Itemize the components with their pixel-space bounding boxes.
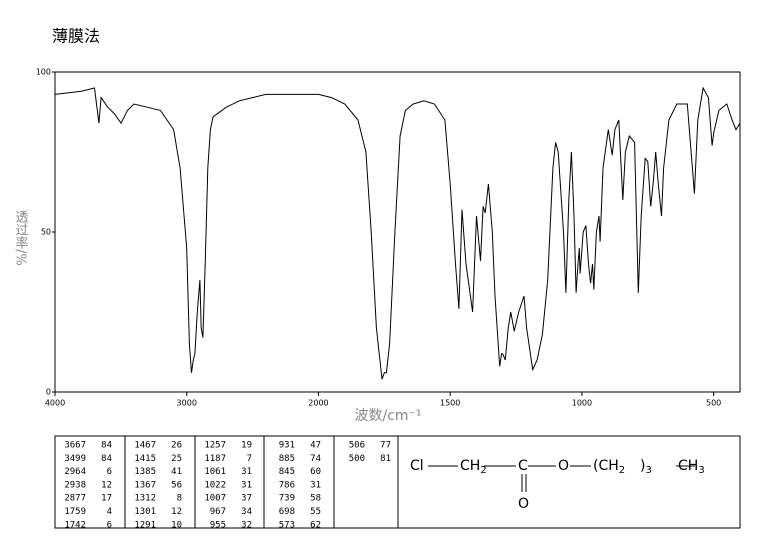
structure-group: CH3 xyxy=(678,458,705,476)
x-tick-label: 1000 xyxy=(572,399,592,408)
x-tick-label: 3000 xyxy=(177,399,197,408)
peak-transmittance: 74 xyxy=(310,454,321,464)
group-subscript: 3 xyxy=(698,465,704,476)
x-tick-label: 500 xyxy=(706,399,721,408)
peak-wavenumber: 1467 xyxy=(134,441,156,451)
peak-transmittance: 55 xyxy=(310,507,321,517)
peak-transmittance: 25 xyxy=(171,454,182,464)
peak-transmittance: 41 xyxy=(171,467,182,477)
peak-transmittance: 6 xyxy=(107,467,112,477)
x-axis-label: 波数/cm⁻¹ xyxy=(354,408,421,424)
peak-wavenumber: 1301 xyxy=(134,507,156,517)
peak-transmittance: 26 xyxy=(171,441,182,451)
chart-title: 薄膜法 xyxy=(52,27,100,46)
peak-transmittance: 81 xyxy=(380,454,391,464)
peak-transmittance: 17 xyxy=(101,494,112,504)
peak-transmittance: 34 xyxy=(241,507,252,517)
peak-transmittance: 7 xyxy=(247,454,252,464)
x-tick-label: 1500 xyxy=(440,399,460,408)
peak-wavenumber: 2877 xyxy=(64,494,86,504)
structure-group: Cl xyxy=(410,458,424,474)
peak-wavenumber: 2938 xyxy=(64,480,86,490)
peak-wavenumber: 1187 xyxy=(204,454,226,464)
peak-wavenumber: 1742 xyxy=(64,520,86,530)
peak-wavenumber: 885 xyxy=(279,454,295,464)
peak-transmittance: 31 xyxy=(310,480,321,490)
group-text: (CH xyxy=(593,458,619,474)
peak-wavenumber: 931 xyxy=(279,441,295,451)
peak-wavenumber: 1367 xyxy=(134,480,156,490)
peak-transmittance: 56 xyxy=(171,480,182,490)
peak-wavenumber: 573 xyxy=(279,520,295,530)
y-tick-label: 0 xyxy=(46,388,51,397)
y-tick-label: 100 xyxy=(36,68,51,77)
peak-transmittance: 77 xyxy=(380,441,391,451)
group-text: C xyxy=(518,458,528,474)
peak-transmittance: 60 xyxy=(310,467,321,477)
structure-group: (CH2 xyxy=(593,458,625,476)
carbonyl-oxygen: O xyxy=(518,496,529,512)
peak-wavenumber: 739 xyxy=(279,494,295,504)
peak-wavenumber: 955 xyxy=(210,520,226,530)
peak-wavenumber: 2964 xyxy=(64,467,86,477)
structure-group: )3 xyxy=(640,458,652,476)
group-subscript: 2 xyxy=(619,465,625,476)
peak-wavenumber: 1061 xyxy=(204,467,226,477)
peak-transmittance: 84 xyxy=(101,454,112,464)
peak-wavenumber: 845 xyxy=(279,467,295,477)
peak-transmittance: 10 xyxy=(171,520,182,530)
peak-wavenumber: 1291 xyxy=(134,520,156,530)
peak-wavenumber: 786 xyxy=(279,480,295,490)
peak-wavenumber: 1385 xyxy=(134,467,156,477)
peak-transmittance: 12 xyxy=(171,507,182,517)
peak-transmittance: 37 xyxy=(241,494,252,504)
peak-transmittance: 32 xyxy=(241,520,252,530)
peak-wavenumber: 698 xyxy=(279,507,295,517)
peak-wavenumber: 1312 xyxy=(134,494,156,504)
group-text: ) xyxy=(640,458,645,474)
peak-wavenumber: 1257 xyxy=(204,441,226,451)
group-text: CH xyxy=(460,458,480,474)
peak-wavenumber: 1007 xyxy=(204,494,226,504)
peak-transmittance: 19 xyxy=(241,441,252,451)
group-text: O xyxy=(558,458,569,474)
spectrum-line xyxy=(54,86,741,380)
y-axis-label: 透过率/% xyxy=(13,210,29,266)
peak-transmittance: 47 xyxy=(310,441,321,451)
peak-transmittance: 31 xyxy=(241,480,252,490)
structure-group: O xyxy=(558,458,569,474)
group-subscript: 3 xyxy=(645,465,651,476)
peak-wavenumber: 967 xyxy=(210,507,226,517)
structure-group: C xyxy=(518,458,528,474)
peak-transmittance: 6 xyxy=(107,520,112,530)
table-dividers xyxy=(124,436,399,528)
peak-transmittance: 58 xyxy=(310,494,321,504)
peak-wavenumber: 506 xyxy=(349,441,365,451)
peak-transmittance: 31 xyxy=(241,467,252,477)
peak-wavenumber: 500 xyxy=(349,454,365,464)
peak-wavenumber: 3499 xyxy=(64,454,86,464)
structure-group: CH2 xyxy=(460,458,487,476)
y-tick-label: 50 xyxy=(41,228,51,237)
peak-transmittance: 4 xyxy=(107,507,112,517)
peak-wavenumber: 1415 xyxy=(134,454,156,464)
peak-wavenumber: 1022 xyxy=(204,480,226,490)
peak-transmittance: 84 xyxy=(101,441,112,451)
peak-wavenumber: 1759 xyxy=(64,507,86,517)
peak-wavenumber: 3667 xyxy=(64,441,86,451)
peak-transmittance: 12 xyxy=(101,480,112,490)
peak-transmittance: 62 xyxy=(310,520,321,530)
x-tick-label: 4000 xyxy=(45,399,65,408)
x-tick-label: 2000 xyxy=(308,399,328,408)
peak-transmittance: 8 xyxy=(177,494,182,504)
group-text: Cl xyxy=(410,458,424,474)
group-subscript: 2 xyxy=(480,465,486,476)
